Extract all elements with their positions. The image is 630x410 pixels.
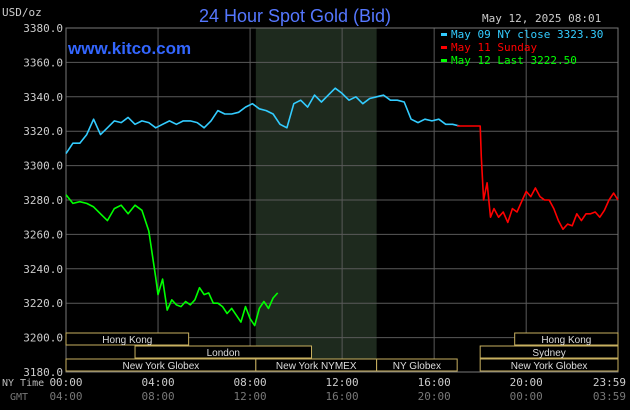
session-box xyxy=(376,358,458,372)
y-tick-label: 3360.0 xyxy=(23,56,63,69)
gmt-tick: 04:00 xyxy=(49,390,82,403)
session-box xyxy=(514,332,619,346)
session-label: Hong Kong xyxy=(102,335,152,346)
y-tick-label: 3180.0 xyxy=(23,366,63,379)
gmt-tick: 00:00 xyxy=(510,390,543,403)
ny-time-tick: 08:00 xyxy=(234,376,267,389)
x-axis: 00:0004:0004:0008:0008:0012:0012:0016:00… xyxy=(49,376,626,403)
y-tick-label: 3320.0 xyxy=(23,125,63,138)
gmt-tick: 20:00 xyxy=(418,390,451,403)
legend-label: May 09 NY close 3323.30 xyxy=(451,28,603,41)
gmt-label: GMT xyxy=(10,392,28,403)
session-box xyxy=(134,345,313,359)
y-tick-label: 3380.0 xyxy=(23,22,63,35)
gmt-tick: 16:00 xyxy=(326,390,359,403)
y-tick-label: 3220.0 xyxy=(23,297,63,310)
gmt-tick: 08:00 xyxy=(141,390,174,403)
y-tick-label: 3340.0 xyxy=(23,91,63,104)
session-label: New York NYMEX xyxy=(276,361,357,372)
session-box xyxy=(479,358,619,372)
session-label: Sydney xyxy=(532,348,565,359)
ny-time-tick: 23:59 xyxy=(593,376,626,389)
session-label: London xyxy=(207,348,240,359)
legend-swatch xyxy=(441,46,447,49)
session-label: New York Globex xyxy=(123,361,200,372)
datetime-label: May 12, 2025 08:01 xyxy=(482,12,601,25)
legend-label: May 12 Last 3222.50 xyxy=(451,54,577,67)
gmt-tick: 12:00 xyxy=(234,390,267,403)
y-tick-label: 3280.0 xyxy=(23,194,63,207)
session-label: NY Globex xyxy=(393,361,441,372)
ny-time-tick: 00:00 xyxy=(49,376,82,389)
chart-title: 24 Hour Spot Gold (Bid) xyxy=(199,6,391,26)
series-line xyxy=(65,87,460,155)
session-box xyxy=(479,345,619,359)
session-box xyxy=(65,332,190,346)
y-axis: 3380.0 3360.0 3340.0 3320.0 3300.0 3280.0 3260… xyxy=(23,22,63,379)
legend-swatch xyxy=(441,59,447,62)
ny-time-tick: 16:00 xyxy=(418,376,451,389)
price-series xyxy=(65,87,619,327)
y-tick-label: 3260.0 xyxy=(23,228,63,241)
legend-swatch xyxy=(441,33,447,36)
y-tick-label: 3200.0 xyxy=(23,332,63,345)
legend-label: May 11 Sunday xyxy=(451,41,537,54)
trading-sessions: Hong Kong Hong Kong London Sydney New York G… xyxy=(65,332,619,372)
unit-label: USD/oz xyxy=(2,6,42,19)
series-line xyxy=(65,194,279,327)
ny-time-label: NY Time xyxy=(2,378,44,389)
session-label: New York Globex xyxy=(511,361,588,372)
y-tick-label: 3240.0 xyxy=(23,263,63,276)
gmt-tick: 03:59 xyxy=(593,390,626,403)
ny-time-tick: 12:00 xyxy=(326,376,359,389)
ny-time-tick: 04:00 xyxy=(141,376,174,389)
ny-time-tick: 20:00 xyxy=(510,376,543,389)
series-line xyxy=(457,125,619,230)
session-label: Hong Kong xyxy=(541,335,591,346)
y-tick-label: 3300.0 xyxy=(23,160,63,173)
site-watermark: www.kitco.com xyxy=(67,39,191,58)
